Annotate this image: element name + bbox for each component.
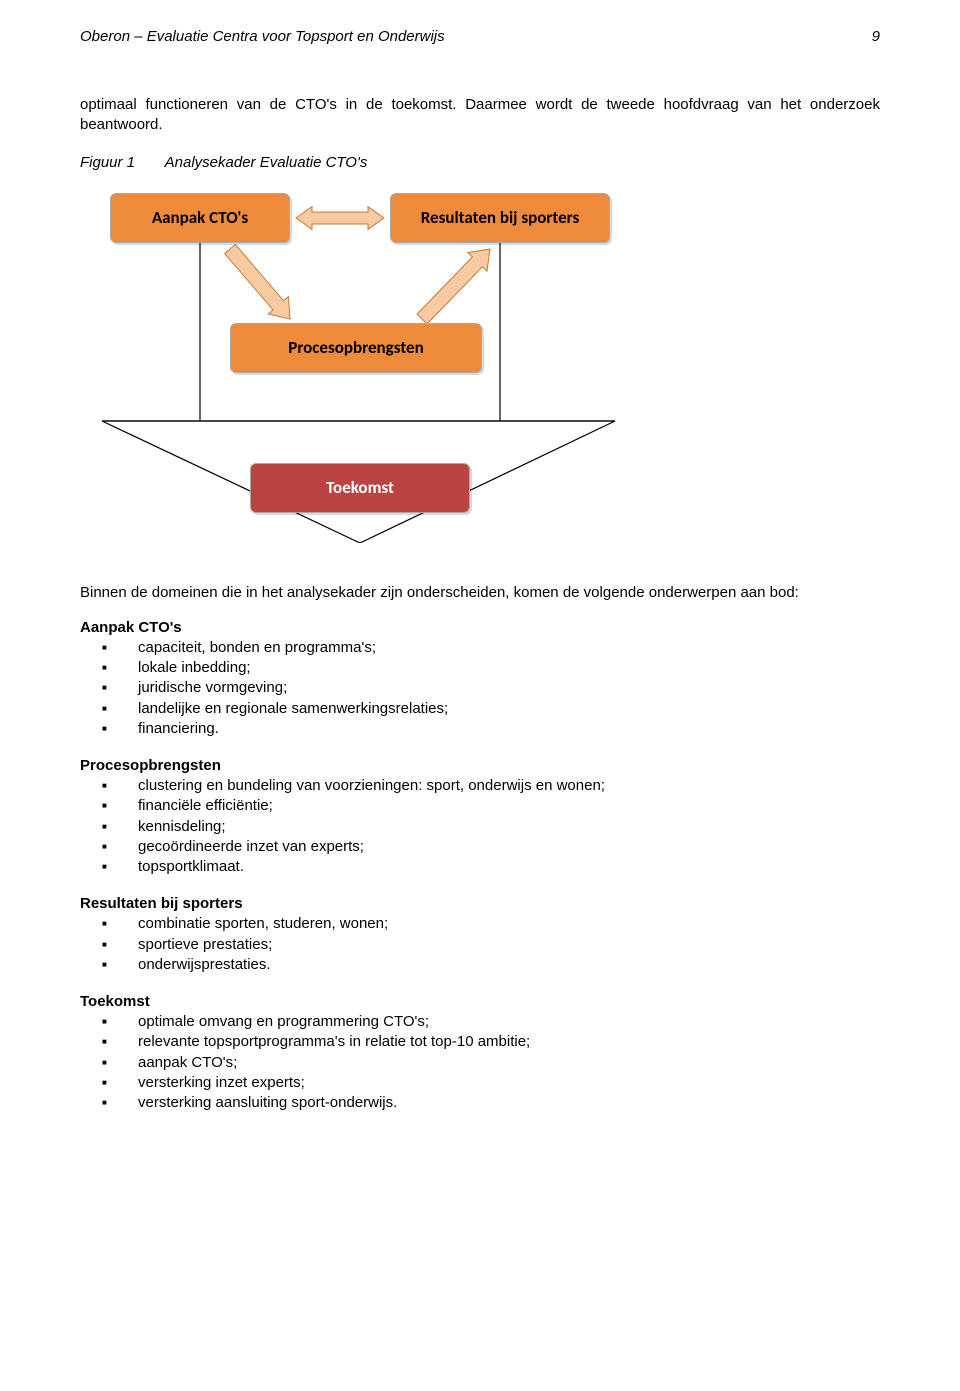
analysekader-diagram: Aanpak CTO's Resultaten bij sporters Proce… [90,183,710,543]
list-item: versterking aansluiting sport-onderwijs. [80,1093,880,1113]
list-item: clustering en bundeling van voorzieninge… [80,776,880,796]
list-item: sportieve prestaties; [80,935,880,955]
section-heading: Aanpak CTO's [80,619,880,636]
diagram-box-proces: Procesopbrengsten [230,323,482,373]
section-heading: Toekomst [80,993,880,1010]
list-item: landelijke en regionale samenwerkingsrel… [80,699,880,719]
figure-caption: Figuur 1 Analysekader Evaluatie CTO's [80,154,880,171]
intro-paragraph: optimaal functioneren van de CTO's in de… [80,95,880,136]
list-item: capaciteit, bonden en programma's; [80,638,880,658]
diagram-box-aanpak: Aanpak CTO's [110,193,290,243]
list-item: combinatie sporten, studeren, wonen; [80,914,880,934]
figure-label: Figuur 1 [80,154,135,171]
page-number: 9 [872,28,880,45]
bullet-list: capaciteit, bonden en programma's;lokale… [80,638,880,739]
list-item: financiële efficiëntie; [80,796,880,816]
list-item: versterking inzet experts; [80,1073,880,1093]
list-item: lokale inbedding; [80,658,880,678]
diagram-box-resultaten: Resultaten bij sporters [390,193,610,243]
list-item: aanpak CTO's; [80,1053,880,1073]
diagram-box-toekomst: Toekomst [250,463,470,513]
list-item: gecoördineerde inzet van experts; [80,837,880,857]
section-heading: Procesopbrengsten [80,757,880,774]
bullet-list: clustering en bundeling van voorzieninge… [80,776,880,877]
bullet-list: optimale omvang en programmering CTO's;r… [80,1012,880,1113]
list-item: topsportklimaat. [80,857,880,877]
list-item: onderwijsprestaties. [80,955,880,975]
figure-title: Analysekader Evaluatie CTO's [165,154,368,171]
list-item: optimale omvang en programmering CTO's; [80,1012,880,1032]
section-heading: Resultaten bij sporters [80,895,880,912]
bullet-list: combinatie sporten, studeren, wonen;spor… [80,914,880,975]
header-title: Oberon – Evaluatie Centra voor Topsport … [80,28,445,45]
list-item: kennisdeling; [80,817,880,837]
list-item: juridische vormgeving; [80,678,880,698]
page-header: Oberon – Evaluatie Centra voor Topsport … [80,28,880,45]
mid-paragraph: Binnen de domeinen die in het analysekad… [80,583,880,603]
list-item: financiering. [80,719,880,739]
list-item: relevante topsportprogramma's in relatie… [80,1032,880,1052]
